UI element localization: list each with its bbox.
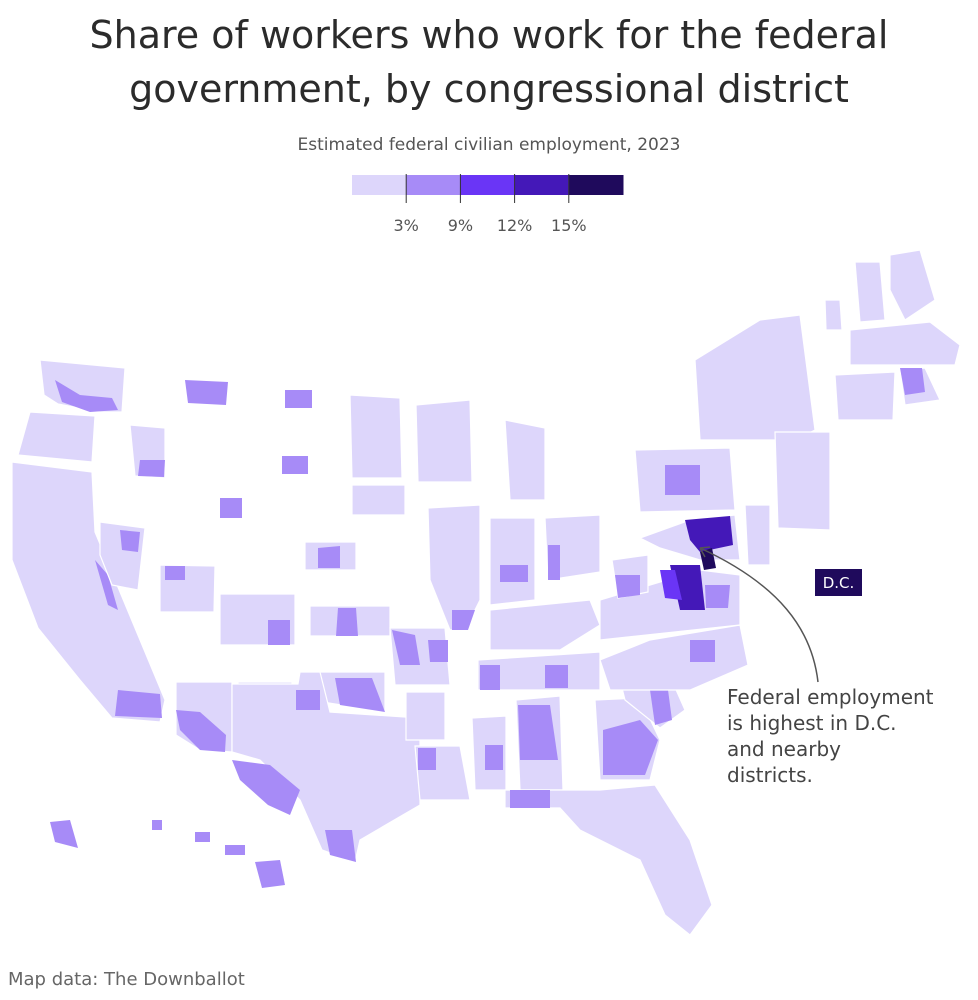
dc-label: D.C. [823,574,855,592]
legend-swatch [406,175,461,195]
district [545,665,568,688]
district [55,380,118,412]
state [489,517,536,606]
district [518,705,558,760]
district [452,610,475,630]
state [405,691,446,741]
annotation: districts. [727,763,813,787]
district [392,630,420,665]
district [195,832,210,842]
state [849,321,961,366]
district [225,845,245,855]
legend-swatch [352,175,407,195]
district [900,368,925,395]
legend-tick-label: 3% [394,216,419,235]
district [185,380,228,405]
state [504,419,546,501]
state [599,569,741,641]
district [255,860,285,888]
district [318,546,340,568]
district [165,566,185,580]
district [232,760,300,815]
annotation: and nearby [727,737,841,761]
state [477,651,601,691]
district [665,465,700,495]
district [603,720,658,775]
annotation: is highest in D.C. [727,711,897,735]
district [548,545,560,580]
legend-swatch [460,175,516,195]
district [685,516,733,552]
legend-tick-label: 12% [497,216,533,235]
legend-swatch [568,175,624,195]
state [854,261,886,323]
district [690,640,715,662]
district [660,570,682,600]
legend-tick-label: 9% [448,216,473,235]
subtitle: Estimated federal civilian employment, 2… [298,135,681,155]
state [489,599,601,651]
district [120,530,140,552]
state [824,299,843,331]
district [176,710,226,752]
state [774,431,831,531]
district [282,456,308,474]
district [50,820,78,848]
title: Share of workers who work for the federa… [90,13,889,57]
district [650,690,672,725]
annotation-arrow [699,547,819,683]
district [705,585,730,608]
district [510,790,550,808]
state [351,484,406,516]
state [889,249,936,321]
district [152,820,162,830]
annotation: Federal employment [727,685,934,709]
district [115,690,162,718]
state [744,504,771,566]
arrow-head [699,546,711,558]
district [95,560,118,610]
legend: 3% 9% 12% 15% [352,174,624,235]
state [349,394,403,479]
district [296,690,320,710]
district [615,575,640,598]
district [418,748,436,770]
legend-tick-label: 15% [551,216,587,235]
map [11,249,961,936]
title: government, by congressional district [129,67,849,111]
legend-swatch [514,175,570,195]
state [415,399,473,483]
dc-label-box [815,569,862,596]
state [11,461,166,723]
district [268,620,290,645]
state [17,411,96,463]
state [504,784,713,936]
district [480,665,500,690]
district [500,565,528,582]
district [138,460,165,477]
district [220,498,242,518]
district [336,608,358,636]
source: Map data: The Downballot [8,969,245,990]
state [694,314,816,441]
district [428,640,448,662]
district [285,390,312,408]
district [485,745,503,770]
state [834,371,896,421]
district [335,678,385,712]
district [325,830,356,862]
